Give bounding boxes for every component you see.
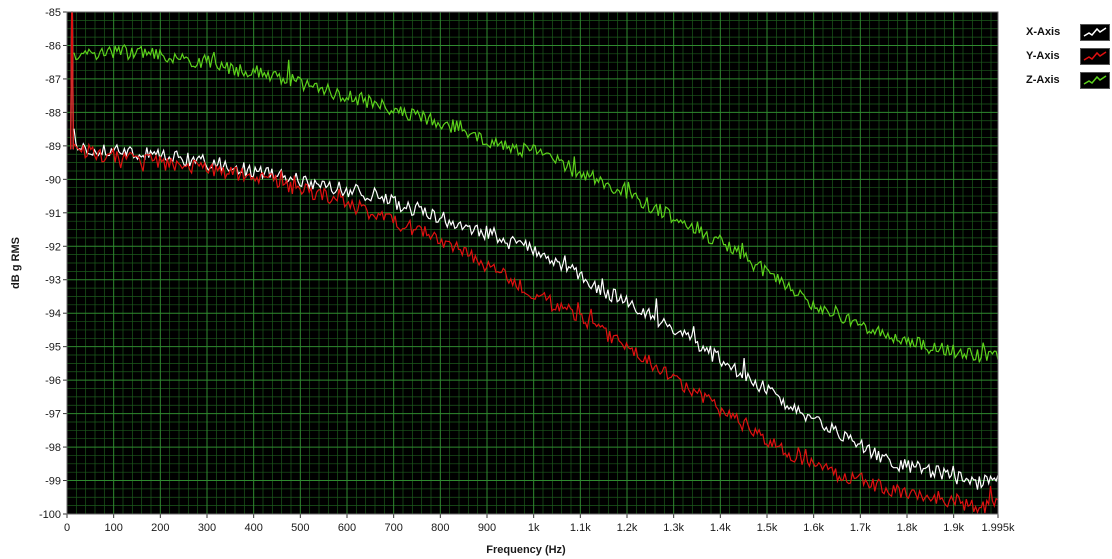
y-tick-label: -98	[45, 442, 61, 454]
y-tick-label: -92	[45, 241, 61, 253]
x-tick-label: 200	[151, 522, 169, 534]
legend-item-x-axis[interactable]: X-Axis	[1026, 20, 1110, 44]
y-tick-label: -95	[45, 342, 61, 354]
plot-frame	[66, 11, 999, 515]
x-tick-label: 700	[384, 522, 402, 534]
x-tick-label: 1.6k	[803, 522, 824, 534]
legend-line-y-axis	[1083, 50, 1107, 61]
y-tick-label: -87	[45, 74, 61, 86]
x-tick-label: 800	[431, 522, 449, 534]
series-line-z-axis	[73, 44, 999, 363]
series-line-y-axis	[73, 142, 999, 515]
legend-line-x-axis	[1083, 26, 1107, 37]
x-tick-label: 1.3k	[663, 522, 684, 534]
y-tick-label: -88	[45, 107, 61, 119]
x-tick-label: 500	[291, 522, 309, 534]
y-tick-label: -94	[45, 308, 61, 320]
legend-swatch-x-axis	[1080, 23, 1110, 41]
legend: X-Axis Y-Axis Z-Axis	[1026, 20, 1110, 92]
legend-item-y-axis[interactable]: Y-Axis	[1026, 44, 1110, 68]
legend-line-z-axis	[1083, 74, 1107, 85]
y-axis-title: dB g RMS	[10, 237, 22, 289]
x-tick-label: 600	[338, 522, 356, 534]
x-tick-label: 900	[478, 522, 496, 534]
series-line-x-axis	[73, 128, 999, 490]
legend-label: Z-Axis	[1026, 74, 1060, 86]
y-tick-label: -85	[45, 7, 61, 19]
series-layer	[70, 11, 999, 515]
y-tick-label: -86	[45, 40, 61, 52]
y-tick-label: -89	[45, 141, 61, 153]
x-tick-label: 100	[104, 522, 122, 534]
x-tick-label: 1.8k	[897, 522, 918, 534]
x-tick-label: 1.7k	[850, 522, 871, 534]
y-tick-label: -100	[39, 509, 61, 521]
x-tick-label: 300	[198, 522, 216, 534]
x-tick-label: 1.995k	[981, 522, 1015, 534]
y-tick-label: -96	[45, 375, 61, 387]
x-tick-label: 1.4k	[710, 522, 731, 534]
legend-swatch-z-axis	[1080, 71, 1110, 89]
y-tick-label: -90	[45, 174, 61, 186]
legend-swatch-y-axis	[1080, 47, 1110, 65]
legend-item-z-axis[interactable]: Z-Axis	[1026, 68, 1110, 92]
x-tick-label: 1k	[528, 522, 540, 534]
x-tick-label: 1.1k	[570, 522, 591, 534]
x-tick-label: 0	[64, 522, 70, 534]
y-tick-label: -93	[45, 275, 61, 287]
x-axis-title: Frequency (Hz)	[486, 544, 566, 556]
minor-grid	[67, 12, 998, 514]
x-tick-label: 1.5k	[757, 522, 778, 534]
x-tick-label: 400	[244, 522, 262, 534]
x-tick-label: 1.9k	[943, 522, 964, 534]
y-tick-label: -91	[45, 208, 61, 220]
y-tick-label: -97	[45, 409, 61, 421]
legend-label: Y-Axis	[1026, 50, 1060, 62]
legend-label: X-Axis	[1026, 26, 1061, 38]
x-tick-label: 1.2k	[617, 522, 638, 534]
y-tick-label: -99	[45, 476, 61, 488]
x-axis-ticks: 0 100 200 300 400 500 600 700 800 900 1k 1.1k 1.2k 1.…	[64, 514, 1015, 534]
y-axis-ticks: -85 -86 -87 -88 -89 -90 -91 -92 -93 -94 -95 -96 -97 -…	[39, 7, 67, 521]
